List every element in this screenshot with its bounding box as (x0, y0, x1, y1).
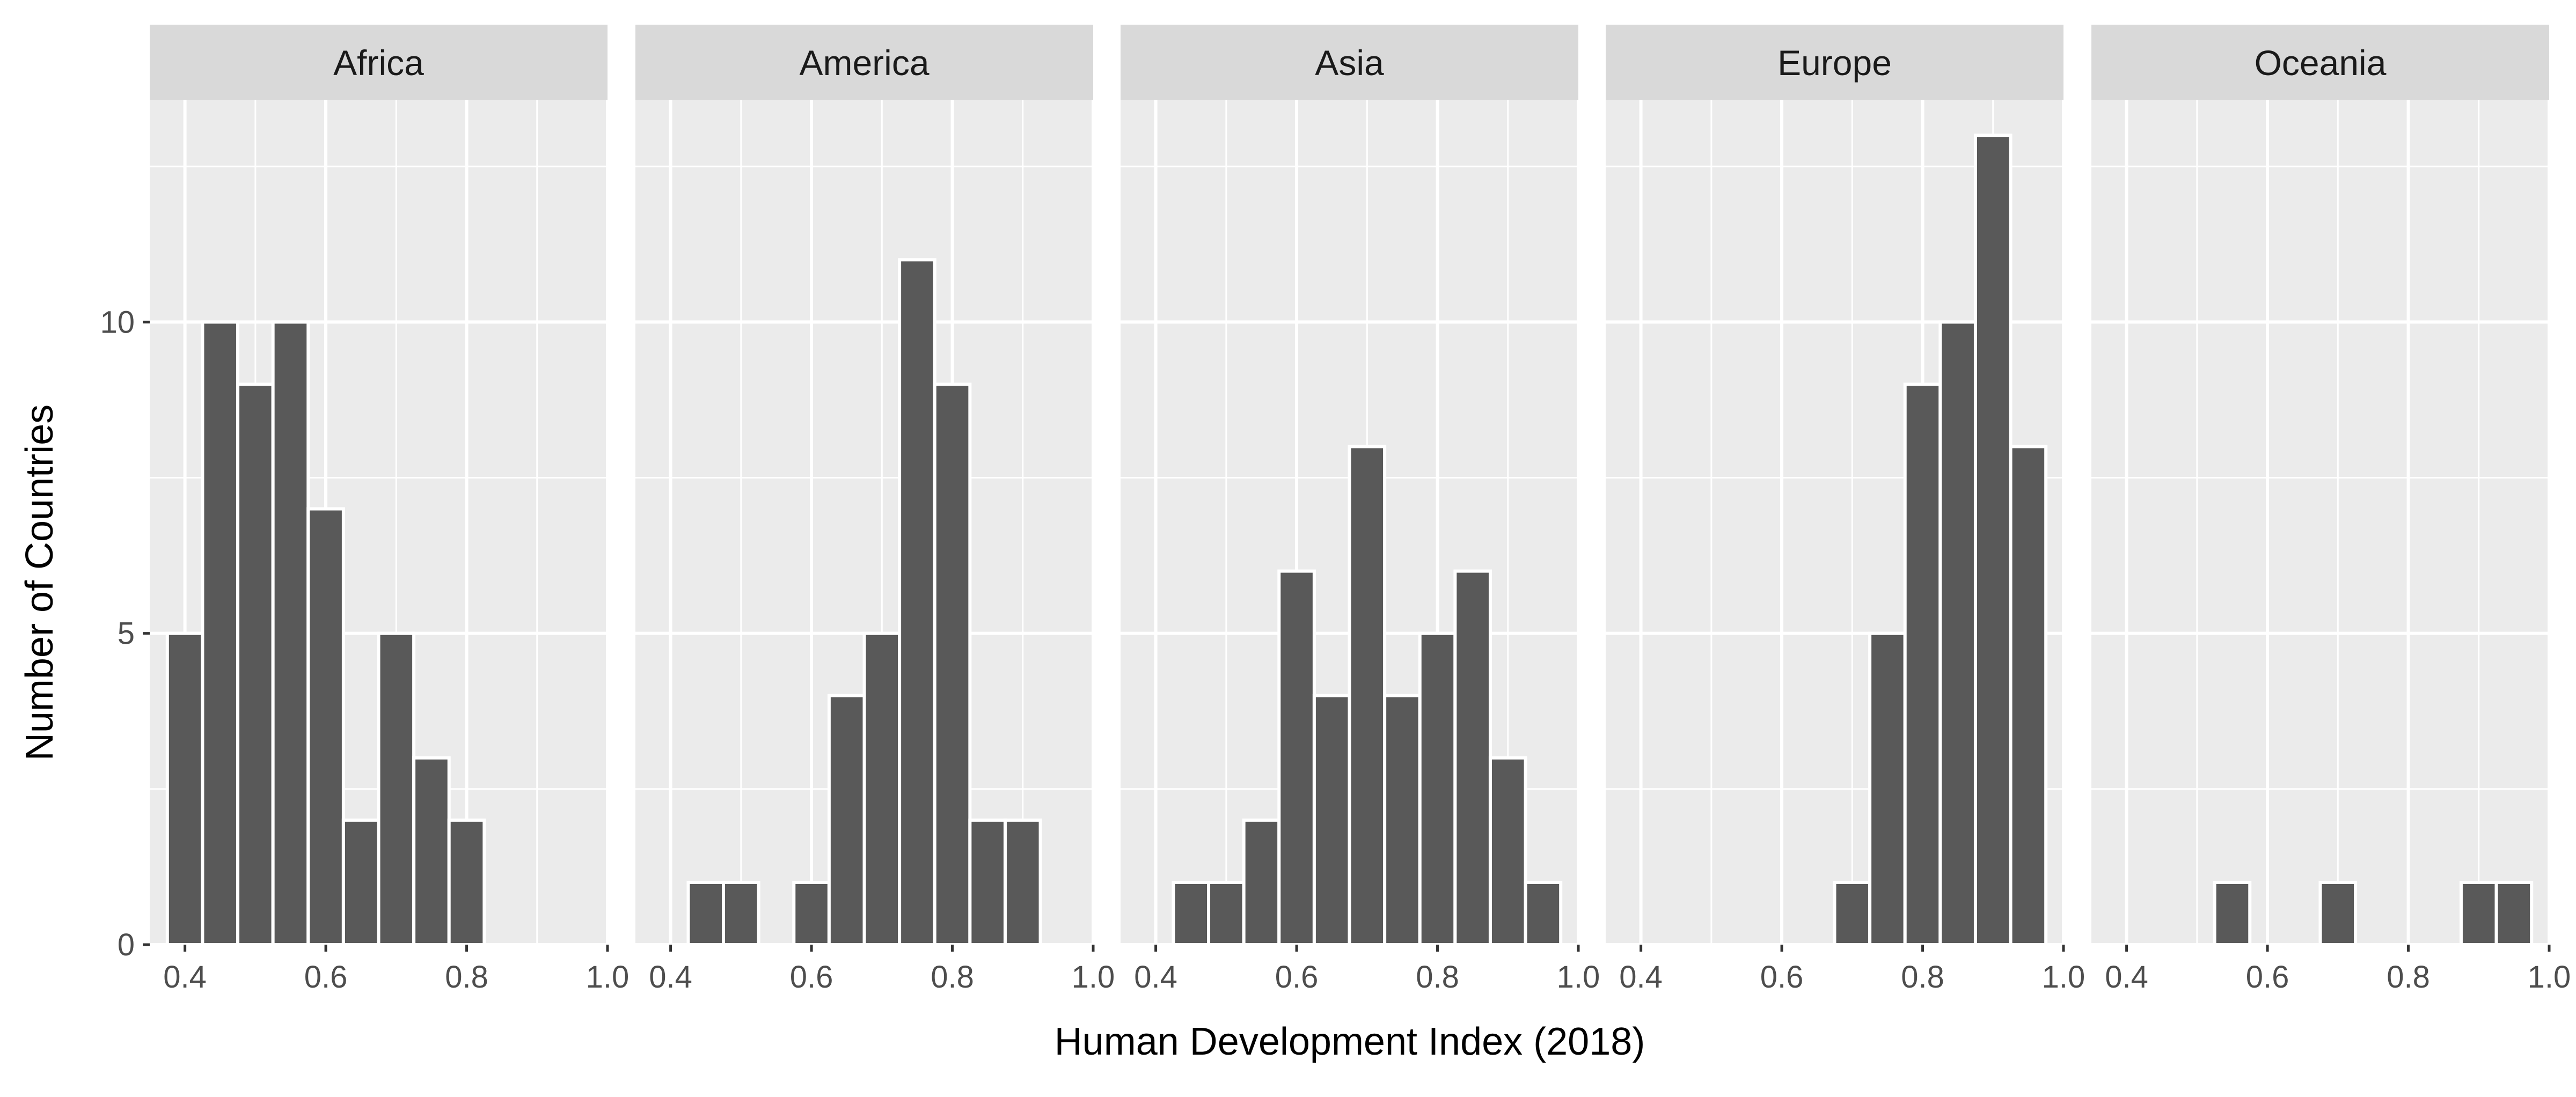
histogram-bar (1348, 445, 1387, 946)
histogram-bar (2213, 880, 2252, 947)
x-tick-label: 0.6 (1275, 960, 1319, 995)
histogram-bar (686, 880, 726, 947)
histogram-bar (1833, 880, 1872, 947)
facet-strip-label: Europe (1777, 43, 1892, 83)
x-tick-label: 0.4 (649, 960, 692, 995)
facet-strip-label: Oceania (2255, 43, 2387, 83)
histogram-bar (1868, 631, 1907, 946)
y-tick-label: 0 (118, 927, 135, 962)
y-axis-title: Number of Countries (18, 404, 61, 761)
x-tick-label: 0.6 (2246, 960, 2289, 995)
x-tick-label: 0.8 (2387, 960, 2430, 995)
histogram-bar (165, 631, 204, 946)
histogram-bar (341, 818, 380, 947)
histogram-bar (412, 756, 451, 946)
histogram-bar (1172, 880, 1211, 947)
histogram-bar (377, 631, 416, 946)
x-tick-label: 0.4 (163, 960, 207, 995)
facet-panel-asia: Asia 0.4 0.6 0.8 1.0 (1121, 25, 1600, 995)
histogram-bar (236, 382, 275, 946)
x-axis-title: Human Development Index (2018) (1055, 1020, 1645, 1063)
histogram-bar (933, 382, 972, 946)
histogram-bar (1277, 569, 1316, 947)
facet-panel-europe: Europe 0.4 0.6 0.8 1.0 (1606, 25, 2085, 995)
x-tick-label: 1.0 (1557, 960, 1600, 995)
histogram-bar (1003, 818, 1042, 947)
histogram-bar (1938, 320, 1977, 946)
x-tick-label: 0.8 (1901, 960, 1944, 995)
x-tick-label: 1.0 (2528, 960, 2571, 995)
histogram-bar (1312, 694, 1351, 946)
histogram-bar (201, 320, 240, 946)
histogram-bar (2459, 880, 2498, 947)
histogram-bar (827, 694, 866, 946)
histogram-bar (2318, 880, 2358, 947)
histogram-bar (1383, 694, 1422, 946)
facet-strip (2091, 25, 2549, 100)
x-tick-label: 0.4 (2105, 960, 2148, 995)
histogram-bar (271, 320, 310, 946)
panel-background (2091, 100, 2549, 945)
histogram-bar (792, 880, 831, 947)
facet-strip-label: America (799, 43, 929, 83)
x-tick-label: 0.6 (790, 960, 833, 995)
x-tick-label: 0.8 (445, 960, 488, 995)
y-tick-label: 5 (118, 616, 135, 651)
x-tick-label: 0.4 (1134, 960, 1177, 995)
facet-panel-africa: Africa 0.4 0.6 0.8 1.0 (150, 25, 629, 995)
facet-strip (150, 25, 608, 100)
histogram-bar (1524, 880, 1563, 947)
facet-strip (1121, 25, 1578, 100)
x-tick-label: 0.4 (1619, 960, 1663, 995)
x-tick-label: 0.6 (304, 960, 348, 995)
histogram-bar (306, 507, 345, 946)
facet-strip-label: Asia (1315, 43, 1384, 83)
histogram-bar (722, 880, 760, 947)
x-tick-label: 1.0 (1072, 960, 1115, 995)
x-tick-label: 0.6 (1760, 960, 1804, 995)
histogram-bar (1242, 818, 1281, 947)
facet-panel-oceania: Oceania 0.4 0.6 0.8 1.0 (2091, 25, 2571, 995)
x-tick-label: 0.8 (931, 960, 974, 995)
y-tick-label: 10 (100, 305, 135, 340)
histogram-bar (2009, 445, 2048, 946)
x-tick-label: 0.8 (1416, 960, 1459, 995)
histogram-bar (1488, 756, 1527, 946)
histogram-bar (1903, 382, 1942, 946)
histogram-bar (968, 818, 1007, 947)
histogram-bar (1973, 134, 2012, 946)
histogram-bar (1453, 569, 1492, 947)
facet-strip (1606, 25, 2063, 100)
facet-panel-america: America 0.4 0.6 0.8 1.0 (635, 25, 1115, 995)
histogram-bar (898, 258, 936, 947)
x-tick-label: 1.0 (2042, 960, 2085, 995)
facet-strip (635, 25, 1093, 100)
histogram-bar (1418, 631, 1457, 946)
histogram-bar (447, 818, 486, 947)
histogram-bar (1207, 880, 1246, 947)
histogram-bar (862, 631, 902, 946)
histogram-bar (2494, 880, 2534, 947)
x-tick-label: 1.0 (586, 960, 630, 995)
facet-strip-label: Africa (333, 43, 424, 83)
